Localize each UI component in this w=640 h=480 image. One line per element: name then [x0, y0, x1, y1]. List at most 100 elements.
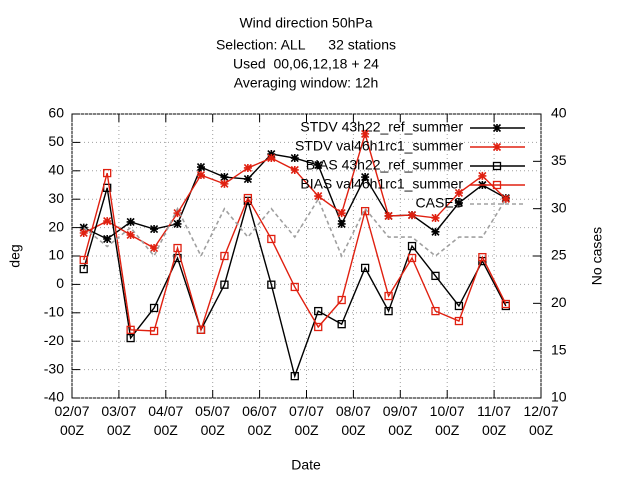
marker	[173, 209, 182, 218]
marker	[220, 179, 229, 188]
marker	[407, 253, 417, 263]
marker	[454, 316, 464, 326]
x-tick-label: 12/07 00Z	[523, 403, 559, 438]
y2-tick-label: 10	[551, 389, 567, 405]
marker	[267, 234, 276, 244]
marker	[384, 211, 393, 221]
y-axis-label: deg	[7, 244, 23, 267]
marker	[454, 198, 463, 207]
marker	[314, 322, 323, 332]
marker	[384, 306, 393, 316]
y2-tick-label: 40	[551, 105, 567, 121]
y-tick-label: 60	[48, 105, 64, 121]
marker	[149, 326, 159, 336]
x-axis-label: Date	[291, 457, 321, 473]
x-tick-label: 02/07 00Z	[54, 403, 90, 438]
marker	[337, 209, 346, 218]
x-tick-label: 10/07 00Z	[429, 403, 465, 438]
y-tick-label: 10	[48, 247, 64, 263]
series-line	[83, 197, 507, 258]
marker	[267, 280, 276, 289]
marker	[243, 193, 253, 203]
marker	[290, 282, 299, 292]
marker	[126, 230, 135, 240]
y2-tick-label: 15	[551, 341, 567, 357]
marker	[173, 243, 182, 253]
marker	[361, 129, 370, 138]
marker	[103, 168, 112, 178]
marker	[314, 161, 323, 170]
x-tick-label: 04/07 00Z	[148, 403, 184, 438]
x-tick-label: 05/07 00Z	[195, 403, 231, 438]
marker	[492, 123, 502, 133]
marker	[196, 170, 206, 180]
marker	[149, 303, 159, 313]
marker	[126, 333, 135, 343]
marker	[337, 295, 346, 305]
y-tick-label: 30	[48, 190, 64, 206]
chart-title: Selection: ALL 32 stations	[216, 37, 396, 53]
marker	[79, 264, 88, 274]
marker	[384, 291, 393, 301]
legend-label: BIAS 43h22_ref_summer	[306, 157, 464, 173]
legend-label: BIAS val46h1rc1_summer	[300, 176, 463, 192]
x-tick-label: 06/07 00Z	[242, 403, 278, 438]
marker	[103, 217, 112, 226]
marker	[314, 192, 323, 201]
legend-label: STDV val46h1rc1_summer	[295, 138, 463, 154]
marker	[290, 371, 299, 381]
x-tick-label: 09/07 00Z	[382, 403, 418, 438]
marker	[196, 163, 206, 172]
y2-tick-label: 35	[551, 152, 567, 168]
marker	[478, 171, 487, 180]
marker	[407, 241, 417, 251]
marker	[150, 243, 159, 253]
marker	[478, 252, 487, 262]
marker	[501, 194, 510, 203]
y-tick-label: 20	[48, 218, 64, 234]
marker	[407, 211, 417, 220]
legend-label: CASES	[416, 195, 463, 211]
marker	[492, 142, 502, 152]
y-tick-label: -30	[44, 360, 64, 376]
y-tick-label: 0	[56, 275, 64, 291]
marker	[501, 299, 510, 309]
marker	[79, 255, 88, 265]
marker	[220, 280, 229, 289]
marker	[220, 172, 229, 182]
y2-tick-label: 30	[551, 199, 567, 215]
marker	[79, 228, 88, 238]
marker	[243, 174, 252, 184]
marker	[290, 165, 299, 175]
x-tick-label: 07/07 00Z	[288, 403, 325, 438]
marker	[360, 206, 370, 216]
marker	[267, 153, 276, 163]
marker	[454, 301, 464, 311]
marker	[173, 219, 182, 228]
marker	[492, 180, 502, 190]
marker	[220, 251, 229, 261]
marker	[431, 227, 440, 236]
y2-tick-label: 25	[551, 247, 567, 263]
marker	[431, 306, 440, 316]
marker	[196, 325, 206, 334]
marker	[454, 188, 463, 198]
marker	[290, 153, 299, 163]
marker	[337, 320, 346, 329]
y-tick-label: -10	[44, 304, 64, 320]
marker	[431, 271, 440, 281]
y2-axis-label: No cases	[589, 227, 605, 285]
marker	[360, 263, 370, 273]
y-tick-label: -20	[44, 332, 64, 348]
y-tick-label: 40	[48, 162, 64, 178]
marker	[361, 172, 370, 182]
x-tick-label: 03/07 00Z	[101, 403, 137, 438]
x-tick-label: 11/07 00Z	[477, 403, 512, 438]
marker	[150, 224, 159, 234]
marker	[492, 161, 502, 171]
marker	[103, 234, 112, 244]
marker	[337, 219, 346, 228]
marker	[126, 325, 135, 334]
